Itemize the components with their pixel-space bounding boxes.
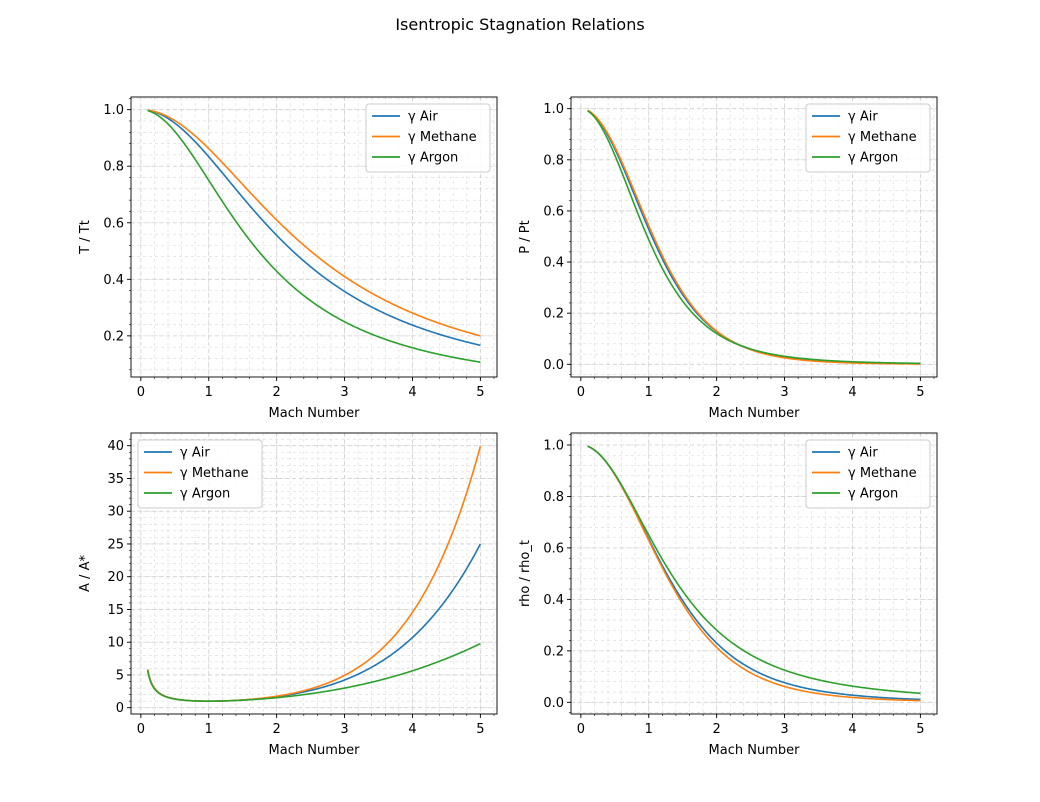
x-tick-label: 2 — [713, 722, 721, 737]
x-tick-label: 5 — [916, 385, 924, 400]
y-tick-label: 0 — [116, 701, 124, 716]
y-tick-label: 0.8 — [543, 490, 564, 505]
y-tick-label: 0.8 — [543, 153, 564, 168]
legend-label-2: γ Methane — [848, 130, 917, 145]
y-tick-label: 0.2 — [543, 644, 564, 659]
x-tick-label: 5 — [476, 722, 484, 737]
legend: γ Air γ Methane γ Argon — [805, 103, 931, 173]
y-tick-label: 0.0 — [543, 358, 564, 373]
chart-area: 0 1 2 3 4 5 0 5 10 15 20 25 30 35 40 Mach Number A / A* γ… — [78, 432, 498, 758]
legend-label-3: γ Argon — [848, 151, 898, 166]
chart-temperature: 0 1 2 3 4 5 0.2 0.4 0.6 0.8 1.0 Mach Number T / Tt γ … — [78, 96, 498, 421]
legend: γ Air γ Methane γ Argon — [805, 439, 931, 509]
series-line-1 — [147, 109, 481, 347]
x-axis-label: Mach Number — [709, 743, 801, 758]
y-tick-label: 25 — [107, 537, 124, 552]
legend-label-1: γ Air — [408, 110, 438, 125]
legend-label-2: γ Methane — [408, 130, 477, 145]
legend-label-3: γ Argon — [408, 151, 458, 166]
series-line-3 — [587, 445, 921, 695]
chart-density: 0 1 2 3 4 5 0.0 0.2 0.4 0.6 0.8 1.0 Mach Number rho /… — [518, 432, 938, 758]
x-axis-label: Mach Number — [709, 406, 801, 421]
y-tick-label: 0.6 — [543, 541, 564, 556]
x-tick-label: 4 — [848, 722, 856, 737]
x-tick-label: 3 — [780, 385, 788, 400]
legend-label-3: γ Argon — [848, 487, 898, 502]
chart-pressure: 0 1 2 3 4 5 0.0 0.2 0.4 0.6 0.8 1.0 Mach Number P / P… — [518, 96, 938, 421]
y-tick-label: 1.0 — [543, 438, 564, 453]
x-tick-label: 4 — [408, 385, 416, 400]
legend-label-1: γ Air — [848, 446, 878, 461]
y-axis-label: P / Pt — [518, 220, 533, 253]
legend: γ Air γ Methane γ Argon — [365, 103, 491, 173]
legend-label-2: γ Methane — [180, 466, 249, 481]
x-tick-label: 3 — [780, 722, 788, 737]
x-tick-label: 4 — [848, 385, 856, 400]
axes-frame — [130, 96, 498, 378]
x-tick-label: 2 — [273, 722, 281, 737]
y-tick-label: 0.6 — [103, 216, 124, 231]
y-tick-label: 1.0 — [543, 102, 564, 117]
figure-title: Isentropic Stagnation Relations — [395, 15, 644, 34]
y-axis-label: A / A* — [78, 555, 93, 592]
x-tick-label: 0 — [137, 385, 145, 400]
y-tick-label: 0.4 — [543, 256, 564, 271]
x-tick-label: 0 — [577, 722, 585, 737]
y-tick-label: 30 — [107, 505, 124, 520]
x-tick-label: 3 — [340, 722, 348, 737]
y-tick-label: 0.2 — [103, 329, 124, 344]
y-tick-label: 1.0 — [103, 103, 124, 118]
x-axis-label: Mach Number — [269, 406, 361, 421]
y-axis-label: T / Tt — [78, 220, 93, 255]
legend-box — [805, 103, 931, 173]
y-tick-label: 0.2 — [543, 307, 564, 322]
x-tick-label: 1 — [645, 385, 653, 400]
legend-box — [805, 439, 931, 509]
legend: γ Air γ Methane γ Argon — [137, 439, 263, 509]
x-tick-label: 0 — [577, 385, 585, 400]
y-tick-label: 0.0 — [543, 696, 564, 711]
x-tick-label: 5 — [476, 385, 484, 400]
legend-box — [365, 103, 491, 173]
axes-frame — [570, 96, 938, 378]
y-tick-label: 5 — [116, 668, 124, 683]
y-tick-label: 35 — [107, 472, 124, 487]
y-tick-label: 40 — [107, 439, 124, 454]
series-line-2 — [147, 109, 481, 337]
y-tick-label: 0.4 — [543, 593, 564, 608]
x-tick-label: 1 — [645, 722, 653, 737]
series-line-3 — [147, 109, 481, 363]
y-tick-label: 15 — [107, 603, 124, 618]
x-tick-label: 0 — [137, 722, 145, 737]
legend-label-1: γ Air — [848, 110, 878, 125]
series-line-2 — [587, 445, 921, 702]
legend-box — [137, 439, 263, 509]
x-tick-label: 1 — [205, 722, 213, 737]
x-tick-label: 1 — [205, 385, 213, 400]
legend-label-3: γ Argon — [180, 487, 230, 502]
y-tick-label: 20 — [107, 570, 124, 585]
x-tick-label: 2 — [273, 385, 281, 400]
y-tick-label: 0.6 — [543, 204, 564, 219]
x-tick-label: 3 — [340, 385, 348, 400]
axes-frame — [130, 432, 498, 715]
x-axis-label: Mach Number — [269, 743, 361, 758]
y-tick-label: 0.8 — [103, 160, 124, 175]
y-tick-label: 0.4 — [103, 273, 124, 288]
series-line-3 — [146, 642, 481, 702]
axes-frame — [570, 432, 938, 715]
series-line-3 — [587, 110, 921, 365]
x-tick-label: 2 — [713, 385, 721, 400]
y-axis-label: rho / rho_t — [518, 540, 533, 607]
legend-label-2: γ Methane — [848, 466, 917, 481]
x-tick-label: 5 — [916, 722, 924, 737]
x-tick-label: 4 — [408, 722, 416, 737]
legend-label-1: γ Air — [180, 446, 210, 461]
y-tick-label: 10 — [107, 636, 124, 651]
